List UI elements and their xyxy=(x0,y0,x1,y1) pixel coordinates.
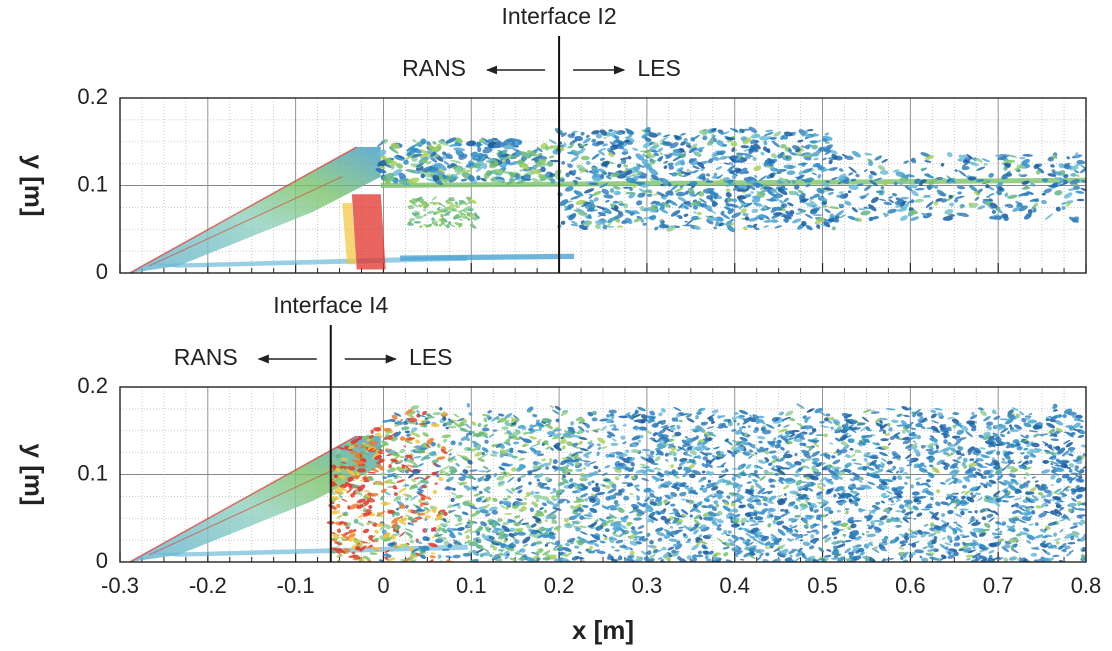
y-tick-label: 0.1 xyxy=(77,460,108,485)
flow-structure xyxy=(853,520,863,522)
flow-structure xyxy=(999,418,1007,420)
x-tick-label: -0.2 xyxy=(189,573,227,598)
flow-structure xyxy=(880,438,889,441)
flow-structure xyxy=(1068,508,1072,512)
flow-structure xyxy=(793,439,803,442)
flow-structure xyxy=(803,155,812,157)
x-tick-label: -0.1 xyxy=(277,573,315,598)
flow-structure xyxy=(442,549,450,551)
flow-structure xyxy=(812,458,820,462)
panel: 0 0.1 0.2 Interface I2 RANS LES y [m] xyxy=(19,3,1089,284)
flow-structure xyxy=(1077,199,1085,202)
x-tick-label: 0.3 xyxy=(632,573,663,598)
x-tick-label: 0.8 xyxy=(1071,573,1102,598)
flow-structure xyxy=(676,192,686,197)
flow-structure xyxy=(626,522,632,525)
flow-structure xyxy=(449,426,457,429)
x-tick-label: 0 xyxy=(377,573,389,598)
region-label: LES xyxy=(637,55,680,81)
flow-structure xyxy=(476,175,480,180)
flow-structure xyxy=(959,508,969,510)
x-tick-label: 0.6 xyxy=(895,573,926,598)
flow-structure xyxy=(726,188,731,192)
x-tick-label: 0.2 xyxy=(544,573,575,598)
y-axis-title: y [m] xyxy=(19,154,49,216)
x-tick-label: 0.1 xyxy=(456,573,487,598)
flow-structure xyxy=(772,455,778,459)
interface-label: Interface I2 xyxy=(502,3,617,29)
x-tick-label: 0.5 xyxy=(807,573,838,598)
panel: -0.3 -0.2 -0.1 0 0.1 0.2 0.3 0.4 0.5 0.6 0.7 0.8 0 0.… xyxy=(19,292,1101,645)
x-tick-label: 0.7 xyxy=(983,573,1014,598)
x-tick-label: 0.4 xyxy=(719,573,750,598)
x-tick-label: -0.3 xyxy=(101,573,139,598)
y-tick-label: 0 xyxy=(96,259,108,284)
flow-structure xyxy=(614,550,620,552)
flow-structure xyxy=(1010,429,1019,432)
region-label: RANS xyxy=(402,55,466,81)
y-tick-label: 0 xyxy=(96,548,108,573)
flow-structure xyxy=(623,496,629,501)
y-tick-label: 0.1 xyxy=(77,171,108,196)
shock-band xyxy=(352,194,386,269)
flow-structure xyxy=(503,498,509,501)
flow-structure xyxy=(417,491,423,495)
y-tick-label: 0.2 xyxy=(77,84,108,109)
y-tick-label: 0.2 xyxy=(77,373,108,398)
